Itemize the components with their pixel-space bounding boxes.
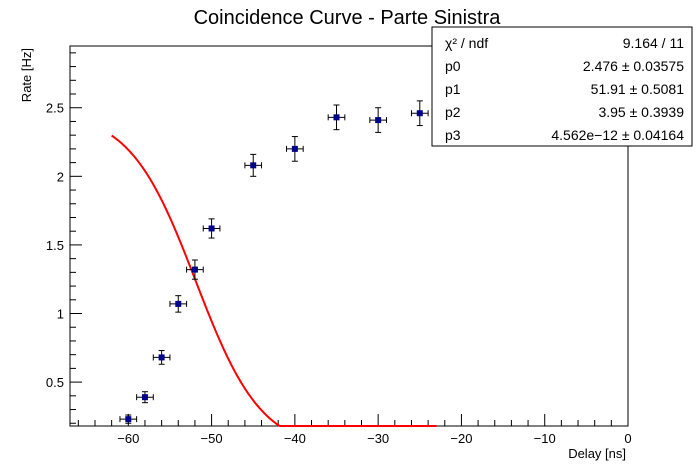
x-tick-label: −50: [201, 431, 223, 446]
data-point: [327, 104, 346, 131]
data-point: [152, 350, 171, 365]
data-point: [119, 414, 138, 424]
data-points-layer: [119, 100, 429, 424]
data-point: [410, 100, 429, 127]
stats-box-frame: [431, 26, 693, 147]
stats-row-value: 3.95 ± 0.3939: [598, 104, 684, 120]
data-point: [202, 218, 221, 239]
x-tick-label: −60: [117, 431, 139, 446]
data-marker: [333, 114, 340, 121]
stats-row-label: p1: [445, 81, 461, 97]
x-tick-label: −30: [367, 431, 389, 446]
data-point: [286, 136, 304, 162]
data-marker: [158, 354, 165, 361]
y-axis: 0.5 1 1.5 2 2.5: [46, 52, 82, 424]
stats-row-label: p0: [445, 58, 461, 74]
data-marker: [191, 266, 198, 273]
y-tick-label: 2.5: [46, 101, 64, 116]
chart-title: Coincidence Curve - Parte Sinistra: [194, 7, 502, 29]
y-tick-label: 0.5: [46, 375, 64, 390]
data-point: [244, 153, 263, 177]
y-tick-label: 2: [57, 169, 64, 184]
stats-row-value: 4.562e−12 ± 0.04164: [551, 127, 684, 143]
x-tick-label: −20: [450, 431, 472, 446]
data-marker: [416, 110, 423, 117]
x-tick-label: −40: [284, 431, 306, 446]
stats-row-value: 2.476 ± 0.03575: [583, 58, 684, 74]
fit-curve-layer: [111, 134, 437, 427]
data-marker: [375, 117, 382, 124]
y-tick-label: 1.5: [46, 238, 64, 253]
data-point: [186, 259, 204, 280]
fit-curve: [111, 134, 437, 427]
x-axis-title: Delay [ns]: [568, 446, 626, 461]
stats-row-label: p2: [445, 104, 461, 120]
fit-statistics-box: χ² / ndf 9.164 / 11 p0 2.476 ± 0.03575 p…: [431, 26, 693, 147]
data-point: [136, 391, 154, 404]
stats-row-label: χ² / ndf: [445, 35, 488, 51]
stats-row-value: 9.164 / 11: [623, 35, 684, 51]
x-tick-label: −10: [534, 431, 556, 446]
y-axis-title: Rate [Hz]: [19, 48, 34, 102]
data-marker: [291, 145, 298, 152]
data-point: [369, 107, 387, 133]
data-marker: [175, 300, 182, 307]
stats-row-label: p3: [445, 127, 461, 143]
data-marker: [208, 225, 215, 232]
data-marker: [125, 416, 132, 423]
x-axis: −60 −50 −40 −30 −20 −10 0: [77, 414, 632, 446]
data-point: [169, 295, 188, 313]
stats-row-value: 51.91 ± 0.5081: [591, 81, 685, 97]
x-tick-label: 0: [624, 431, 631, 446]
data-marker: [141, 394, 148, 401]
y-tick-label: 1: [57, 307, 64, 322]
data-marker: [250, 162, 257, 169]
